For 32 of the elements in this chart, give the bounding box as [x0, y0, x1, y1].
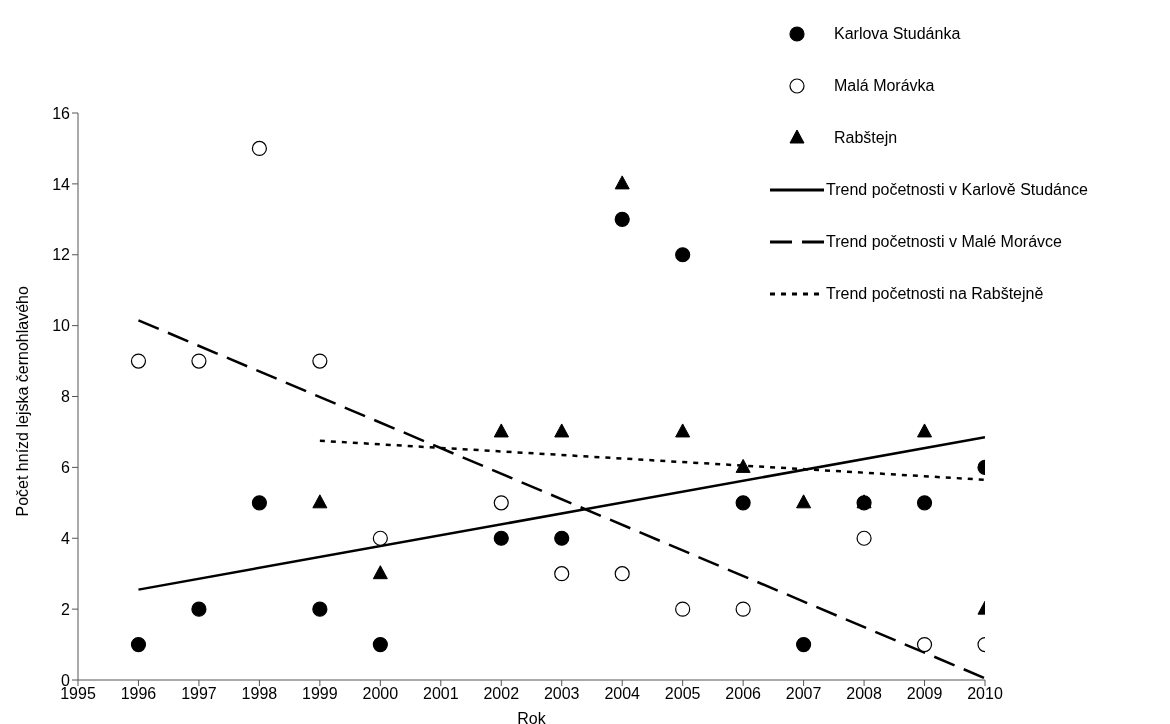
x-tick-label: 2006 [725, 685, 762, 703]
legend-label: Malá Morávka [834, 77, 935, 95]
x-tick-label: 2001 [423, 685, 459, 703]
x-tick-label: 1997 [181, 685, 217, 703]
x-tick-label: 2004 [604, 685, 641, 703]
x-tick-label: 2010 [967, 685, 1003, 703]
x-tick-label: 1995 [60, 685, 96, 703]
legend-label: Trend početnosti v Malé Morávce [826, 233, 1062, 251]
x-tick-label: 2005 [664, 685, 701, 703]
x-tick-label: 2003 [543, 685, 580, 703]
legend-label: Karlova Studánka [834, 25, 961, 43]
legend-label: Rabštejn [834, 129, 898, 147]
y-tick-label: 2 [61, 600, 71, 618]
y-tick-label: 12 [52, 246, 71, 264]
x-tick-label: 2007 [785, 685, 822, 703]
x-tick-label: 2002 [483, 685, 520, 703]
x-tick-label: 1996 [120, 685, 157, 703]
y-tick-label: 14 [52, 175, 71, 193]
y-axis-title: Počet hnízd lejska černohlavého [13, 286, 31, 517]
x-tick-label: 2009 [906, 685, 943, 703]
x-tick-label: 2000 [362, 685, 399, 703]
x-tick-label: 2008 [846, 685, 882, 703]
x-axis-title: Rok [517, 710, 547, 724]
x-tick-label: 1999 [302, 685, 338, 703]
y-tick-label: 6 [61, 459, 71, 477]
y-tick-label: 16 [52, 104, 71, 122]
y-tick-label: 8 [61, 388, 71, 406]
legend-label: Trend početnosti na Rabštejně [826, 285, 1044, 303]
x-tick-label: 1998 [241, 685, 278, 703]
legend-label: Trend početnosti v Karlově Studánce [826, 181, 1088, 199]
y-tick-label: 10 [52, 317, 71, 335]
y-tick-label: 4 [61, 529, 71, 547]
